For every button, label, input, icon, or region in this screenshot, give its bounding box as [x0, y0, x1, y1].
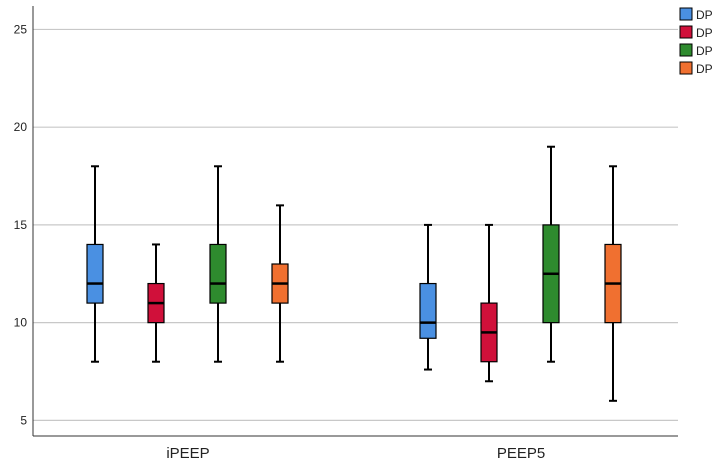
gridlines [33, 28, 678, 421]
box-iqr [209, 243, 227, 304]
y-tick-label-5: 5 [20, 413, 27, 427]
legend-entry-1: DP [696, 8, 713, 22]
box-iPEEP-series-4 [271, 204, 289, 363]
legend-swatch-4 [679, 61, 693, 75]
legend: DP DP DP DP [679, 7, 713, 76]
legend-entry-4: DP [696, 62, 713, 76]
y-tick-label-15: 15 [14, 218, 28, 232]
box-PEEP5-series-1 [419, 223, 437, 371]
legend-swatch-2 [679, 25, 693, 39]
y-tick-labels: 5 10 15 20 25 [14, 22, 28, 427]
box-iPEEP-series-3 [209, 165, 227, 363]
box-series [86, 145, 622, 402]
box-iqr [419, 282, 437, 339]
legend-entry-3: DP [696, 44, 713, 58]
box-iPEEP-series-1 [86, 165, 104, 363]
axes [32, 6, 678, 437]
box-iqr [86, 243, 104, 304]
y-tick-label-25: 25 [14, 22, 28, 36]
box-PEEP5-series-3 [542, 145, 560, 363]
box-PEEP5-series-4 [604, 165, 622, 402]
legend-swatch-1 [679, 7, 693, 21]
x-category-label-iPEEP: iPEEP [166, 445, 209, 462]
x-category-labels: iPEEP PEEP5 [166, 445, 545, 462]
box-PEEP5-series-2 [480, 223, 498, 383]
x-category-label-PEEP5: PEEP5 [497, 445, 545, 462]
y-tick-label-20: 20 [14, 120, 28, 134]
box-iPEEP-series-2 [147, 243, 165, 363]
y-tick-label-10: 10 [14, 316, 28, 330]
legend-entry-2: DP [696, 26, 713, 40]
legend-swatch-3 [679, 43, 693, 57]
